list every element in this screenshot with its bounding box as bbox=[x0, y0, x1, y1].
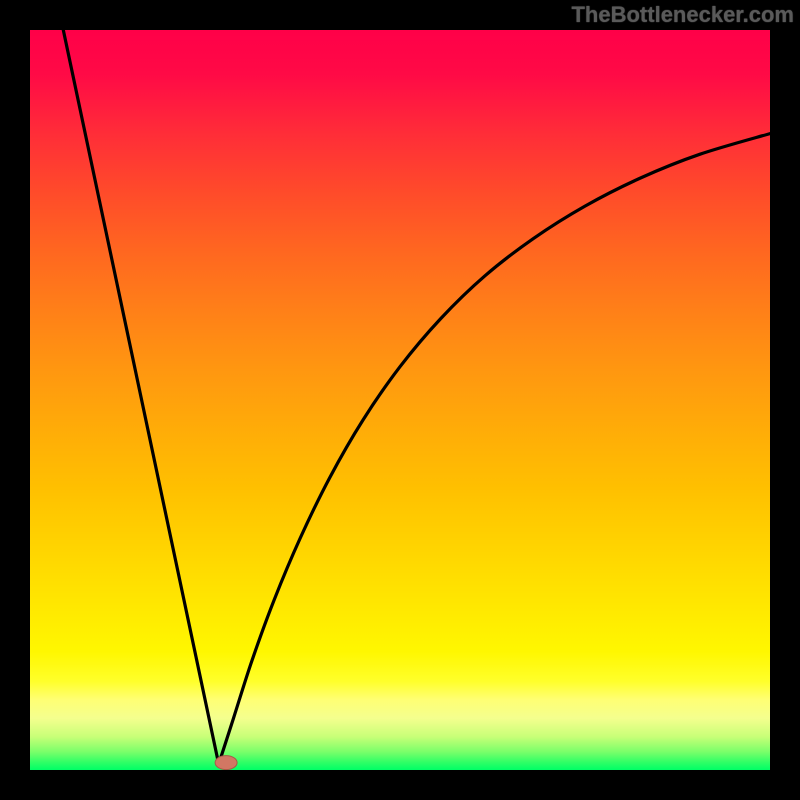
watermark-label: TheBottlenecker.com bbox=[571, 2, 794, 28]
plot-svg bbox=[30, 30, 770, 770]
plot-area bbox=[30, 30, 770, 770]
optimum-marker bbox=[215, 756, 237, 770]
chart-root: TheBottlenecker.com bbox=[0, 0, 800, 800]
